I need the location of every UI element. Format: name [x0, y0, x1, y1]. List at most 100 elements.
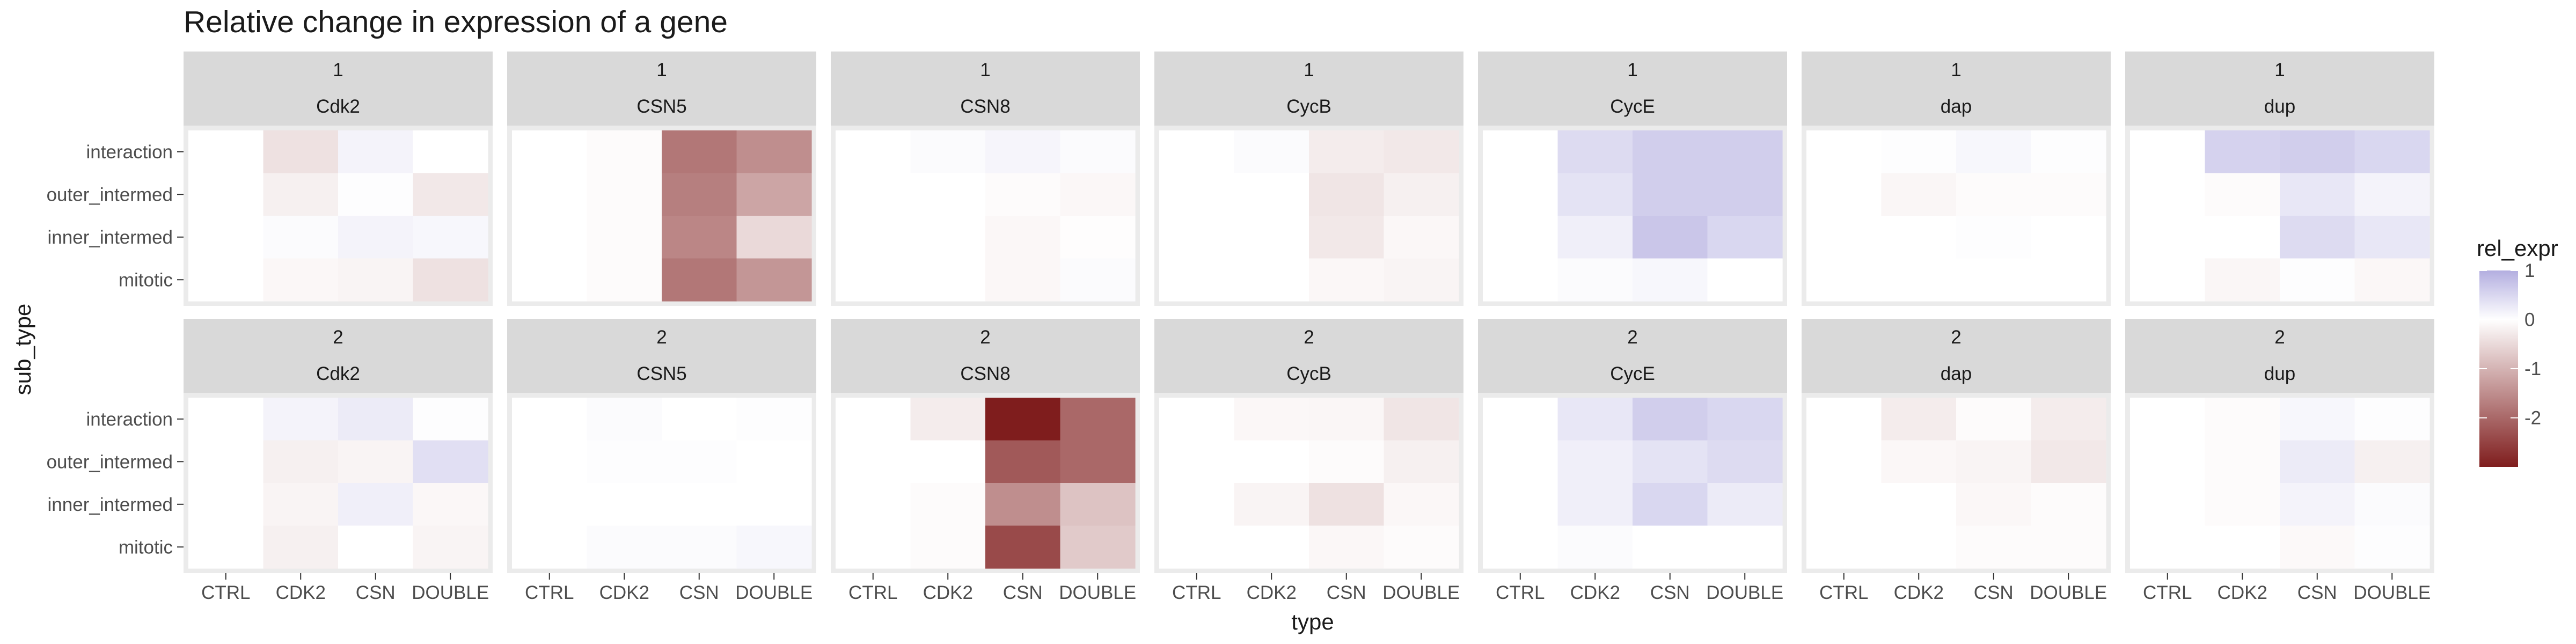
heatmap-cell [1309, 440, 1385, 484]
facet-panel-1-CycE: 1 CycE [1478, 52, 1787, 306]
heatmap-cell [1384, 258, 1459, 302]
facet-strip [2125, 52, 2434, 126]
heatmap-cell [1881, 130, 1957, 174]
heatmap-cell [188, 483, 264, 526]
heatmap-cell [2205, 525, 2280, 569]
heatmap-cell [1234, 440, 1309, 484]
heatmap-cell [910, 130, 986, 174]
x-tick-label: CSN [679, 582, 719, 603]
heatmap-cell [736, 440, 812, 484]
heatmap-cell [2130, 216, 2206, 259]
heatmap-cell [2280, 216, 2355, 259]
heatmap-cell [2280, 525, 2355, 569]
heatmap-cell [2031, 173, 2106, 216]
x-tick-label: DOUBLE [1059, 582, 1136, 603]
x-tick-label: CTRL [1496, 582, 1545, 603]
heatmap-cell [2205, 398, 2280, 441]
x-tick-label: DOUBLE [1382, 582, 1460, 603]
heatmap-cell [662, 440, 737, 484]
facet-col-label: dup [2264, 96, 2295, 117]
heatmap-cell [1483, 440, 1558, 484]
heatmap-cell [1707, 258, 1783, 302]
facet-strip [831, 52, 1140, 126]
x-tick-label: CDK2 [1894, 582, 1944, 603]
facet-col-label: CSN8 [960, 363, 1010, 384]
x-tick-label: CSN [2297, 582, 2337, 603]
heatmap-cell [512, 130, 588, 174]
facet-col-label: CycB [1286, 96, 1331, 117]
facet-panel-2-CycB: 2 CycB CTRL CDK2 CSN DOUBLE [1154, 319, 1463, 603]
heatmap-cell [1060, 398, 1136, 441]
x-tick-label: CDK2 [1570, 582, 1620, 603]
heatmap-cell [2354, 398, 2430, 441]
x-tick-label: DOUBLE [2030, 582, 2107, 603]
facet-strip [507, 52, 816, 126]
heatmap-cell [1384, 483, 1459, 526]
heatmap-cell [413, 483, 488, 526]
heatmap-cell [1384, 398, 1459, 441]
heatmap-cell [1557, 216, 1633, 259]
facet-row-label: 2 [333, 327, 343, 348]
heatmap-cell [1557, 130, 1633, 174]
facet-panel-2-CSN5: 2 CSN5 CTRL CDK2 CSN DOUBLE [507, 319, 816, 603]
heatmap-cell [2280, 483, 2355, 526]
x-tick-label: CSN [1974, 582, 2014, 603]
heatmap-cell [2205, 130, 2280, 174]
heatmap-cell [1483, 525, 1558, 569]
heatmap-cell [985, 440, 1061, 484]
heatmap-cell [1806, 258, 1882, 302]
heatmap-cell [263, 216, 339, 259]
heatmap-cell [413, 216, 488, 259]
heatmap-cell [662, 483, 737, 526]
heatmap-cell [2354, 258, 2430, 302]
legend-title: rel_expr [2477, 236, 2558, 261]
heatmap-cell [1060, 173, 1136, 216]
heatmap-cell [910, 483, 986, 526]
x-tick-label: CDK2 [599, 582, 649, 603]
y-tick-label: interaction [86, 142, 173, 163]
heatmap-cell [338, 130, 414, 174]
heatmap-cell [1384, 525, 1459, 569]
heatmap-cell [836, 216, 911, 259]
heatmap-cell [1707, 130, 1783, 174]
facet-strip [1802, 319, 2111, 393]
facet-row-label: 2 [656, 327, 667, 348]
heatmap-cell [413, 525, 488, 569]
heatmap-cell [1707, 216, 1783, 259]
heatmap-cell [413, 398, 488, 441]
x-tick-label: CDK2 [276, 582, 326, 603]
heatmap-cell [1806, 173, 1882, 216]
heatmap-cell [1881, 398, 1957, 441]
heatmap-cell [512, 440, 588, 484]
heatmap-cell [587, 173, 662, 216]
heatmap-cell [1806, 398, 1882, 441]
legend-tick-label: -1 [2524, 358, 2541, 379]
heatmap-cell [1806, 130, 1882, 174]
heatmap-cell [338, 216, 414, 259]
heatmap-cell [736, 130, 812, 174]
heatmap-cell [1060, 483, 1136, 526]
heatmap-cell [2130, 525, 2206, 569]
heatmap-cell [1707, 525, 1783, 569]
facet-row-label: 2 [1951, 327, 1961, 348]
heatmap-cell [512, 216, 588, 259]
heatmap-cell [1956, 130, 2032, 174]
heatmap-cell [985, 398, 1061, 441]
heatmap-cell [1557, 525, 1633, 569]
facet-col-label: Cdk2 [316, 363, 360, 384]
heatmap-cell [2354, 483, 2430, 526]
heatmap-cell [836, 440, 911, 484]
heatmap-cell [1557, 398, 1633, 441]
heatmap-cell [1881, 173, 1957, 216]
heatmap-cell [2354, 440, 2430, 484]
heatmap-cell [1234, 130, 1309, 174]
heatmap-cell [413, 258, 488, 302]
facet-panel-2-dup: 2 dup CTRL CDK2 CSN DOUBLE [2125, 319, 2434, 603]
heatmap-cell [1483, 216, 1558, 259]
facet-panel-1-CSN8: 1 CSN8 [831, 52, 1140, 306]
x-tick-label: DOUBLE [735, 582, 813, 603]
heatmap-cell [338, 440, 414, 484]
facet-row-label: 1 [2274, 60, 2285, 80]
heatmap-cell [2130, 440, 2206, 484]
heatmap-cell [1159, 398, 1235, 441]
